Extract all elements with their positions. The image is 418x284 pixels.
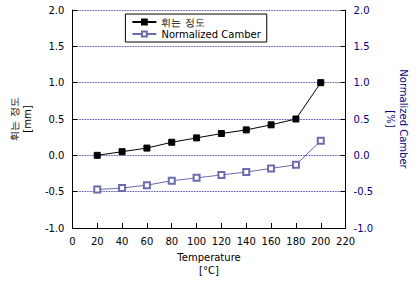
svg-text:80: 80 xyxy=(165,236,178,247)
svg-text:[mm]: [mm] xyxy=(22,105,33,132)
svg-text:1.5: 1.5 xyxy=(354,41,370,52)
svg-text:2.0: 2.0 xyxy=(49,5,65,16)
svg-text:[°C]: [°C] xyxy=(199,265,219,276)
svg-text:1.0: 1.0 xyxy=(49,77,65,88)
svg-text:0.0: 0.0 xyxy=(354,150,370,161)
svg-text:220: 220 xyxy=(336,236,355,247)
svg-text:Normalized Camber: Normalized Camber xyxy=(398,69,409,169)
svg-text:Temperature: Temperature xyxy=(176,252,240,263)
svg-text:휘는 정도: 휘는 정도 xyxy=(9,97,20,140)
svg-text:0.5: 0.5 xyxy=(49,114,65,125)
svg-text:180: 180 xyxy=(286,236,305,247)
svg-text:160: 160 xyxy=(262,236,281,247)
svg-text:0: 0 xyxy=(69,236,75,247)
svg-text:[%]: [%] xyxy=(385,110,396,127)
svg-text:1.5: 1.5 xyxy=(49,41,65,52)
svg-text:휘는 정도: 휘는 정도 xyxy=(161,17,204,28)
svg-text:0.0: 0.0 xyxy=(49,150,65,161)
svg-text:2.0: 2.0 xyxy=(354,5,370,16)
svg-text:140: 140 xyxy=(237,236,256,247)
svg-text:40: 40 xyxy=(116,236,129,247)
svg-text:0.5: 0.5 xyxy=(354,114,370,125)
svg-text:-0.5: -0.5 xyxy=(354,186,374,197)
svg-text:-1.0: -1.0 xyxy=(354,223,374,234)
svg-text:120: 120 xyxy=(212,236,231,247)
svg-text:60: 60 xyxy=(141,236,154,247)
svg-text:100: 100 xyxy=(187,236,206,247)
svg-text:20: 20 xyxy=(91,236,104,247)
svg-text:-0.5: -0.5 xyxy=(45,186,65,197)
svg-text:Normalized Camber: Normalized Camber xyxy=(161,29,261,40)
svg-text:200: 200 xyxy=(311,236,330,247)
svg-text:-1.0: -1.0 xyxy=(45,223,65,234)
svg-text:1.0: 1.0 xyxy=(354,77,370,88)
